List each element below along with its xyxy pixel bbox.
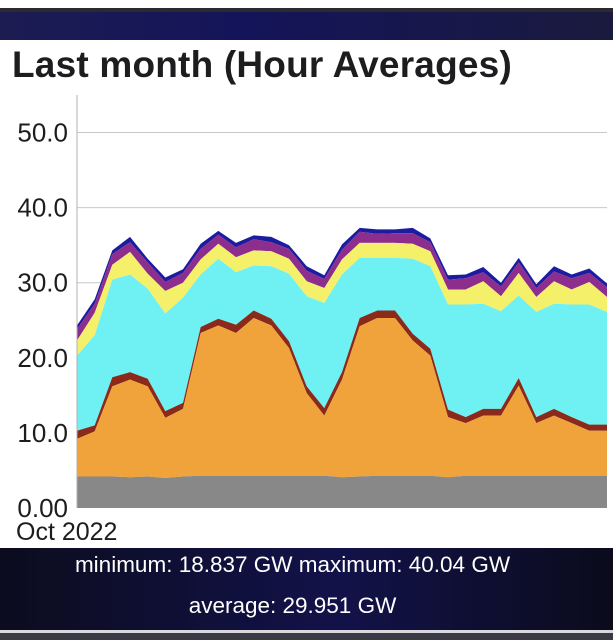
y-tick-label: 10.0 bbox=[17, 418, 68, 448]
series-area bbox=[77, 257, 607, 431]
x-tick-label: Oct 2022 bbox=[16, 518, 117, 546]
series-area bbox=[77, 318, 607, 478]
y-tick-label: 40.0 bbox=[17, 193, 68, 223]
top-banner-highlight bbox=[0, 0, 613, 8]
y-tick-label: 50.0 bbox=[17, 118, 68, 148]
series-area bbox=[77, 310, 607, 439]
y-tick-label: 20.0 bbox=[17, 343, 68, 373]
stats-average: average: 29.951 GW bbox=[188, 593, 397, 618]
stats-panel: minimum: 18.837 GW maximum: 40.04 GW ave… bbox=[0, 548, 613, 630]
y-tick-label: 30.0 bbox=[17, 268, 68, 298]
top-banner-edge bbox=[0, 8, 613, 12]
bottom-bar-highlight bbox=[0, 630, 613, 633]
tick-labels: 0.00 10.0 20.0 30.0 40.0 50.0 Oct 2022 bbox=[16, 118, 117, 546]
series-area bbox=[77, 242, 607, 356]
stats-min-max: minimum: 18.837 GW maximum: 40.04 GW bbox=[74, 552, 511, 577]
series-area bbox=[77, 231, 607, 341]
series-area bbox=[77, 227, 607, 330]
top-banner bbox=[0, 0, 613, 40]
chart-title: Last month (Hour Averages) bbox=[12, 44, 512, 85]
y-tick-label: 0.00 bbox=[17, 493, 68, 523]
bottom-bar bbox=[0, 630, 613, 640]
stacked-area-chart: 0.00 10.0 20.0 30.0 40.0 50.0 Oct 2022 bbox=[16, 95, 607, 546]
area-series-group bbox=[77, 227, 607, 508]
series-area bbox=[77, 475, 607, 508]
